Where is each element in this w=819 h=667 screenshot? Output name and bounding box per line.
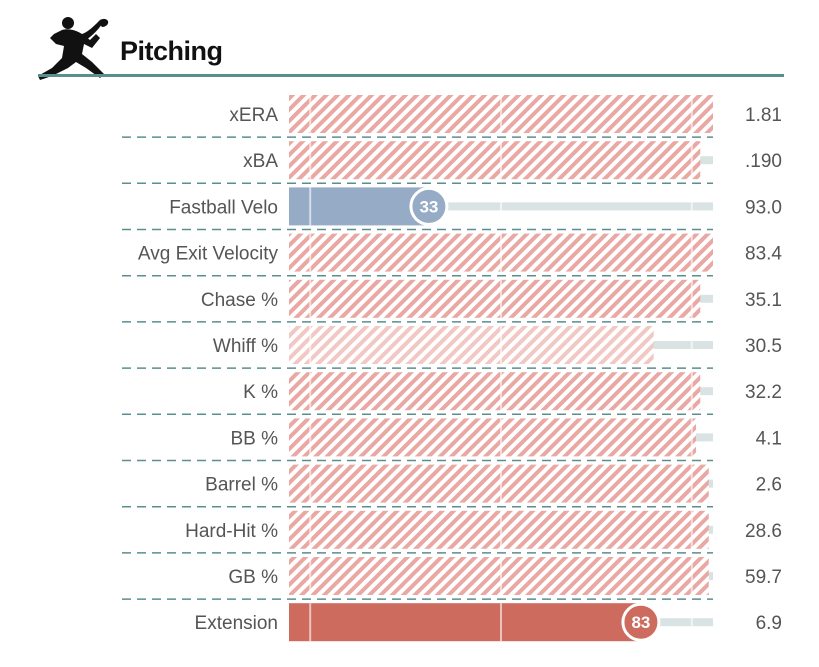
metric-row: xBA .190 [122, 136, 782, 180]
percentile-bar [289, 603, 641, 642]
page-title: Pitching [120, 36, 223, 66]
percentile-badge [409, 186, 449, 226]
metric-row: Avg Exit Velocity 83.4 [122, 228, 782, 272]
metric-label: Whiff % [213, 336, 278, 357]
percentile-bar [289, 418, 697, 457]
metric-value: 35.1 [745, 290, 782, 311]
metric-row: BB % 4.1 [122, 413, 782, 457]
metric-value: 30.5 [745, 336, 782, 357]
metric-row: Whiff % 30.5 [122, 321, 782, 364]
percentile-bar [289, 510, 709, 549]
metric-value: 4.1 [756, 428, 782, 449]
metric-label: xBA [243, 151, 278, 172]
metric-label: Avg Exit Velocity [138, 244, 279, 265]
metric-label: Chase % [201, 290, 278, 311]
metric-label: Fastball Velo [169, 197, 278, 218]
percentile-bar [289, 326, 654, 364]
metric-row: Barrel % 2.6 [122, 459, 782, 503]
percentile-badge-label: 83 [631, 613, 650, 632]
metric-label: GB % [228, 567, 278, 588]
metric-row: Hard-Hit % 28.6 [122, 505, 782, 549]
percentile-bar [289, 464, 709, 503]
metric-row: Fastball Velo 33 93.0 [122, 182, 782, 226]
header-divider [38, 74, 784, 77]
percentile-badge [621, 602, 661, 642]
metric-value: .190 [745, 151, 782, 172]
metric-value: 2.6 [756, 475, 782, 496]
metric-row: Extension 83 6.9 [122, 598, 782, 642]
percentile-bar [289, 372, 701, 411]
percentile-bar [289, 141, 701, 180]
metric-value: 59.7 [745, 567, 782, 588]
metric-label: BB % [230, 428, 278, 449]
metric-row: Chase % 35.1 [122, 274, 782, 318]
metric-label: Barrel % [205, 475, 278, 496]
metric-value: 28.6 [745, 521, 782, 542]
metric-label: xERA [229, 105, 278, 126]
percentile-bar [289, 557, 709, 595]
percentile-bar [289, 279, 701, 318]
metric-label: Hard-Hit % [185, 521, 278, 542]
percentile-bar [289, 187, 429, 226]
metric-value: 83.4 [745, 244, 782, 265]
metric-value: 6.9 [756, 613, 782, 634]
metric-label: K % [243, 382, 278, 403]
metric-row: K % 32.2 [122, 367, 782, 411]
section-header: Pitching [0, 0, 819, 80]
metric-value: 93.0 [745, 197, 782, 218]
metric-row: GB % 59.7 [122, 552, 782, 595]
metric-value: 32.2 [745, 382, 782, 403]
metric-row: xERA 1.81 [229, 95, 782, 133]
metric-value: 1.81 [745, 105, 782, 126]
pitcher-silhouette-icon [38, 17, 109, 80]
metric-label: Extension [195, 613, 278, 634]
percentile-badge-label: 33 [419, 197, 438, 216]
